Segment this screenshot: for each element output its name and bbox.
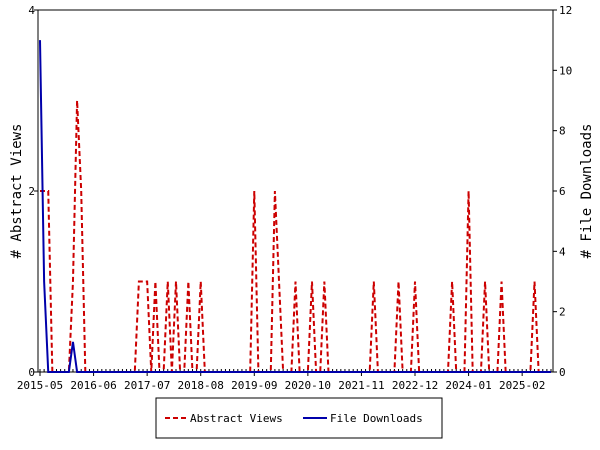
y-right-tick-label: 6 bbox=[559, 185, 566, 198]
x-tick-label: 2022-12 bbox=[392, 379, 438, 392]
x-tick-label: 2015-05 bbox=[17, 379, 63, 392]
y-left-tick-label: 2 bbox=[28, 185, 35, 198]
y-right-tick-label: 10 bbox=[559, 64, 572, 77]
y-right-tick-label: 4 bbox=[559, 245, 566, 258]
y-axis-right-title: # File Downloads bbox=[579, 124, 595, 259]
x-tick-label: 2020-10 bbox=[285, 379, 331, 392]
y-right-tick-label: 12 bbox=[559, 4, 572, 17]
series-line-file-downloads bbox=[39, 40, 551, 373]
y-left-tick-label: 0 bbox=[28, 366, 35, 379]
x-tick-label: 2021-11 bbox=[338, 379, 384, 392]
series-layer bbox=[39, 40, 551, 373]
y-axis-right: 0 2 4 6 8 10 12 bbox=[553, 4, 572, 379]
x-tick-label: 2017-07 bbox=[124, 379, 170, 392]
y-right-tick-label: 0 bbox=[559, 366, 566, 379]
y-right-tick-label: 8 bbox=[559, 125, 566, 138]
y-right-tick-label: 2 bbox=[559, 306, 566, 319]
x-axis: 2015-05 2016-06 2017-07 2018-08 2019-09 2020-… bbox=[17, 369, 552, 392]
x-tick-label: 2024-01 bbox=[445, 379, 491, 392]
y-axis-left-title: # Abstract Views bbox=[9, 124, 25, 259]
y-left-tick-label: 4 bbox=[28, 4, 35, 17]
x-tick-label: 2018-08 bbox=[178, 379, 224, 392]
legend-label-abstract-views: Abstract Views bbox=[190, 412, 283, 425]
plot-area bbox=[37, 9, 554, 373]
legend-label-file-downloads: File Downloads bbox=[330, 412, 423, 425]
x-tick-label: 2016-06 bbox=[70, 379, 116, 392]
legend-box bbox=[155, 397, 443, 439]
y-axis-left: 0 2 4 bbox=[28, 4, 38, 379]
x-tick-label: 2025-02 bbox=[499, 379, 545, 392]
legend: Abstract Views File Downloads bbox=[155, 397, 443, 439]
x-tick-label: 2019-09 bbox=[231, 379, 277, 392]
